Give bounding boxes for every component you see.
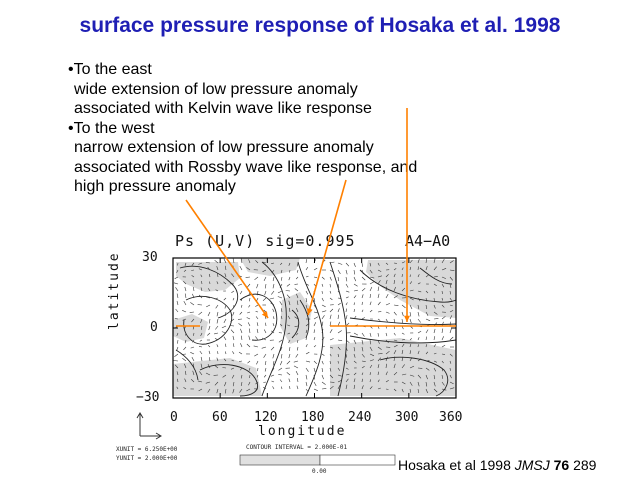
bullet-list: •To the east wide extension of low press… bbox=[68, 60, 417, 197]
citation-page: 289 bbox=[573, 457, 597, 473]
plot-tag: A4−A0 bbox=[405, 232, 451, 250]
xunit-label: XUNIT = 6.250E+00 bbox=[116, 446, 178, 453]
bullet-east-line1: wide extension of low pressure anomaly bbox=[74, 80, 358, 98]
citation-authors: Hosaka et al 1998 bbox=[398, 457, 511, 473]
x-axis-label: longitude bbox=[258, 424, 347, 439]
xtick-180: 180 bbox=[301, 410, 325, 425]
y-axis-label: latitude bbox=[107, 251, 122, 330]
xtick-300: 300 bbox=[395, 410, 419, 425]
citation-volume: 76 bbox=[553, 457, 570, 473]
bullet-west-line3: high pressure anomaly bbox=[74, 178, 236, 195]
bullet-west-heading: •To the west bbox=[68, 119, 155, 137]
citation: Hosaka et al 1998 JMSJ 76 289 bbox=[398, 457, 596, 473]
annotation-arrows bbox=[176, 108, 456, 327]
bullet-east-line2: associated with Kelvin wave like respons… bbox=[74, 100, 372, 117]
ytick-0: 0 bbox=[150, 320, 158, 335]
axis-indicator bbox=[136, 412, 162, 440]
xtick-360: 360 bbox=[439, 410, 463, 425]
citation-journal: JMSJ bbox=[514, 457, 550, 473]
xtick-120: 120 bbox=[254, 410, 278, 425]
yunit-label: YUNIT = 2.000E+00 bbox=[116, 455, 178, 462]
bullet-east-heading: •To the east bbox=[68, 61, 152, 78]
bullet-west-line2: associated with Rossby wave like respons… bbox=[74, 158, 418, 176]
xtick-0: 0 bbox=[170, 410, 178, 425]
scale-bar bbox=[239, 454, 396, 466]
contour-interval-label: CONTOUR INTERVAL = 2.000E-01 bbox=[246, 444, 348, 451]
scale-value-label: 0.00 bbox=[312, 468, 327, 475]
bullet-west-line1: narrow extension of low pressure anomaly bbox=[74, 139, 374, 156]
wind-vectors bbox=[173, 258, 455, 394]
shaded-regions bbox=[173, 258, 456, 396]
ytick-minus30: −30 bbox=[136, 390, 160, 405]
xtick-60: 60 bbox=[212, 410, 228, 425]
ytick-30: 30 bbox=[142, 250, 158, 265]
slide-title: surface pressure response of Hosaka et a… bbox=[79, 14, 561, 37]
plot-title: Ps (U,V) sig=0.995 bbox=[175, 232, 356, 250]
xtick-240: 240 bbox=[348, 410, 372, 425]
